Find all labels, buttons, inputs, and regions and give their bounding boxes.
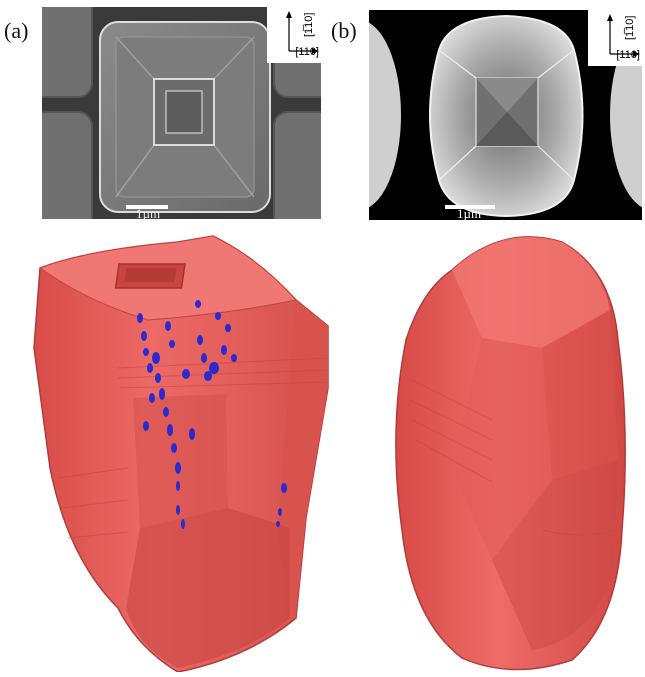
axis-y-label-a: [1̅10] <box>303 12 315 37</box>
crystal-axis-indicator-a: [110] [1̅10] <box>267 7 321 63</box>
axis-x-label-a: [110] <box>295 46 319 58</box>
crystal-3d-render-b-graphic <box>395 236 626 671</box>
sem-image-b: [110] [1̅10] 1µm <box>369 10 642 220</box>
scale-bar-b <box>445 205 495 209</box>
sem-image-a: [110] [1̅10] 1µm <box>42 7 321 219</box>
panel-label-a: (a) <box>4 18 29 43</box>
axis-arrows-icon <box>607 14 640 57</box>
crystal-3d-render-b <box>392 230 638 672</box>
crystal-3d-render-a <box>28 228 346 673</box>
axis-arrows-icon <box>286 11 319 54</box>
scale-bar-a <box>126 205 168 209</box>
crystal-axis-indicator-b: [110] [1̅10] <box>588 10 642 66</box>
axis-x-label-b: [110] <box>616 49 640 61</box>
crystal-3d-render-a-graphic <box>33 235 329 673</box>
scale-bar-label-b: 1µm <box>457 206 482 220</box>
axis-y-label-b: [1̅10] <box>624 15 636 40</box>
panel-label-b: (b) <box>331 18 357 43</box>
scale-bar-label-a: 1µm <box>136 206 161 219</box>
